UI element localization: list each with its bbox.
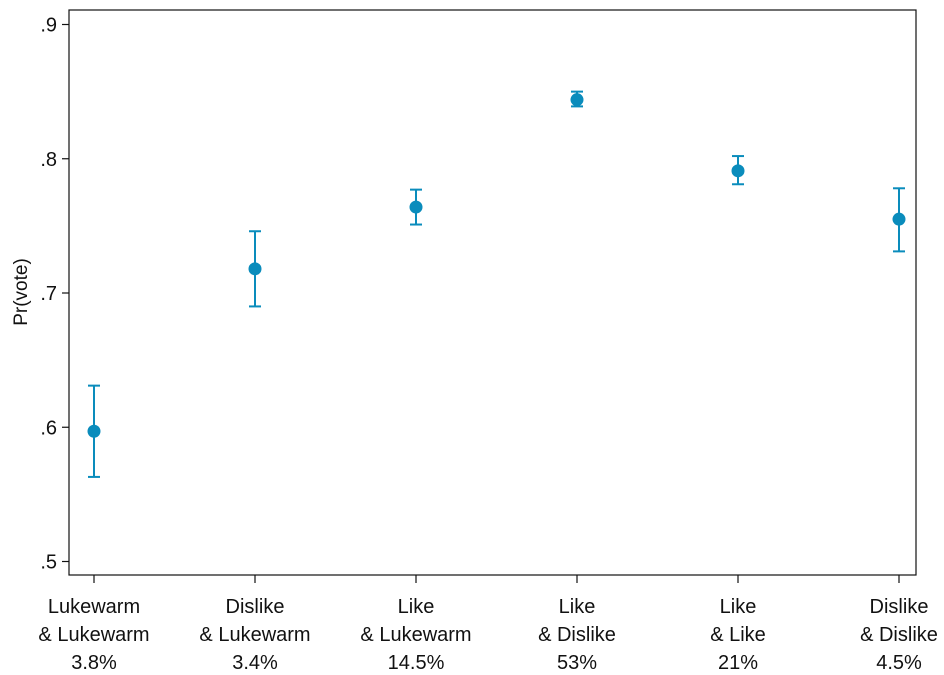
data-point (248, 262, 262, 276)
data-point (87, 424, 101, 438)
x-category-share: 4.5% (876, 652, 922, 674)
y-axis-title: Pr(vote) (11, 258, 32, 326)
data-point-group (87, 384, 101, 478)
y-tick-label: .8 (40, 149, 57, 171)
data-point-group (409, 188, 423, 226)
x-category-label: Dislike (870, 596, 929, 618)
data-point (731, 164, 745, 178)
plot-frame (68, 9, 917, 576)
y-tick-label: .7 (40, 283, 57, 305)
x-category-label: & Lukewarm (360, 624, 471, 646)
y-tick-label: .6 (40, 417, 57, 439)
data-point (892, 212, 906, 226)
data-point-group (892, 187, 906, 253)
data-point-group (248, 230, 262, 308)
x-category-label: & Lukewarm (199, 624, 310, 646)
x-category-label: Like (720, 596, 757, 618)
y-tick-label: .5 (40, 552, 57, 574)
x-category-label: & Dislike (538, 624, 616, 646)
x-category-label: Lukewarm (48, 596, 140, 618)
x-category-share: 3.8% (71, 652, 117, 674)
x-axis: Lukewarm & Lukewarm 3.8% Dislike & Lukewarm 3… (38, 575, 938, 674)
x-category-label: & Like (710, 624, 766, 646)
data-points (87, 90, 906, 478)
data-point-group (731, 155, 745, 186)
x-category-share: 53% (557, 652, 597, 674)
x-category-share: 21% (718, 652, 758, 674)
x-category-label: & Dislike (860, 624, 938, 646)
x-category-label: Like (398, 596, 435, 618)
data-point-group (570, 90, 584, 108)
x-category-label: Dislike (226, 596, 285, 618)
data-point (409, 200, 423, 214)
x-category-label: Like (559, 596, 596, 618)
y-axis: .5 .6 .7 .8 .9 (40, 15, 69, 574)
data-point (570, 93, 584, 107)
x-category-share: 14.5% (388, 652, 445, 674)
x-category-share: 3.4% (232, 652, 278, 674)
x-category-label: & Lukewarm (38, 624, 149, 646)
y-tick-label: .9 (40, 15, 57, 37)
